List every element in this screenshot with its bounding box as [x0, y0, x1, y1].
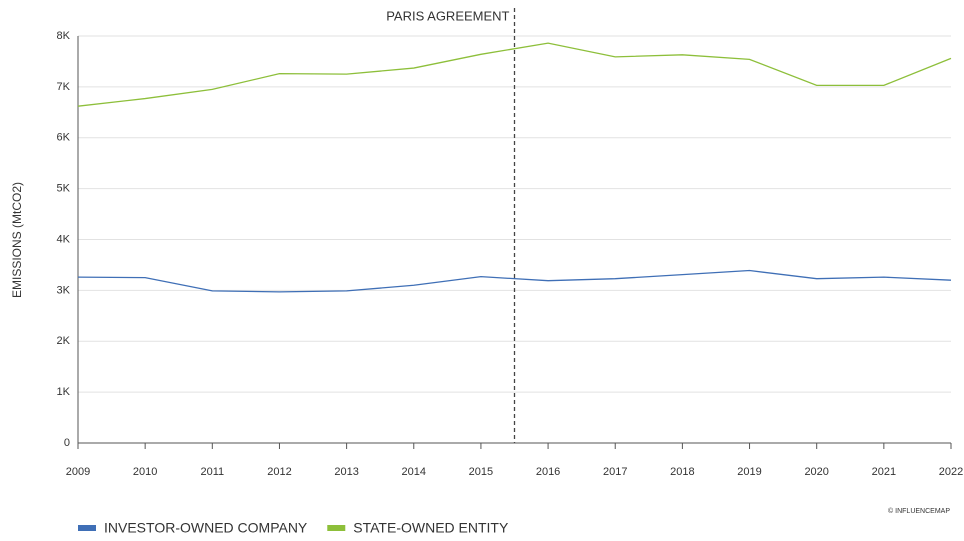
y-tick-label: 5K	[57, 183, 71, 195]
y-tick-label: 8K	[57, 30, 71, 42]
x-tick-label: 2020	[804, 466, 828, 478]
y-axis-label: EMISSIONS (MtCO2)	[10, 182, 24, 298]
source: © INFLUENCEMAP	[888, 507, 950, 515]
y-tick-label: 7K	[57, 81, 71, 93]
x-tick-label: 2015	[469, 466, 493, 478]
legend-swatch	[78, 525, 96, 531]
legend-label: INVESTOR-OWNED COMPANY	[104, 520, 308, 536]
x-tick-label: 2012	[267, 466, 291, 478]
y-tick-label: 4K	[57, 233, 71, 245]
x-tick-label: 2022	[939, 466, 963, 478]
y-tick-label: 6K	[57, 132, 71, 144]
x-tick-label: 2009	[66, 466, 90, 478]
x-tick-label: 2010	[133, 466, 157, 478]
x-tick-label: 2013	[334, 466, 358, 478]
x-tick-label: 2011	[200, 466, 224, 478]
y-tick-label: 3K	[57, 284, 71, 296]
x-tick-label: 2017	[603, 466, 627, 478]
y-tick-label: 1K	[57, 386, 71, 398]
y-tick-label: 0	[64, 437, 70, 449]
x-tick-label: 2016	[536, 466, 560, 478]
x-tick-label: 2021	[872, 466, 896, 478]
x-tick-label: 2014	[402, 466, 426, 478]
series-line	[77, 42, 952, 107]
legend-swatch	[327, 525, 346, 531]
y-tick-label: 2K	[57, 335, 71, 347]
annotation-label: PARIS AGREEMENT	[386, 8, 509, 23]
legend-label: STATE-OWNED ENTITY	[353, 520, 509, 536]
series-line	[77, 269, 952, 293]
x-tick-label: 2019	[737, 466, 761, 478]
x-tick-label: 2018	[670, 466, 694, 478]
